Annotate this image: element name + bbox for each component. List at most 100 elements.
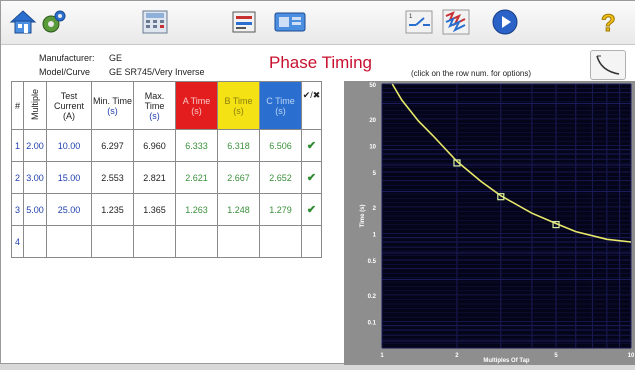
c-time-unit: (s) [275,105,286,116]
min-time-header-label: Min. Time [92,95,132,106]
col-header-c-time: C Time (s) [259,81,302,130]
a-time-cell: 1.263 [175,193,218,226]
test-current-cell[interactable]: 15.00 [46,161,92,194]
play-button[interactable] [490,7,520,37]
col-header-max-time: Max. Time (s) [133,81,176,130]
info-header: Manufacturer: GE Model/Curve GE SR745/Ve… [1,45,635,81]
table-row: 4 [11,225,322,258]
home-icon [9,10,37,34]
c-time-cell: 1.279 [259,193,302,226]
min-time-cell: 6.297 [91,129,134,162]
x-axis-label: Multiples Of Tap [483,358,530,364]
calculator-button[interactable] [139,7,171,37]
max-time-unit: (s) [149,110,160,121]
multiple-cell[interactable]: 2.00 [23,129,47,162]
home-button[interactable] [9,7,37,37]
relay-settings-button[interactable] [272,7,308,37]
table-row: 2 3.00 15.00 2.553 2.821 2.621 2.667 2.6… [11,161,322,194]
max-time-cell: 1.365 [133,193,176,226]
col-header-test-current: Test Current (A) [46,81,92,130]
y-tick-label: 0.1 [368,321,377,327]
max-time-cell: 6.960 [133,129,176,162]
c-time-header-label: C Time [266,95,295,106]
y-axis-label: Time (s) [360,205,366,228]
min-time-cell: 2.553 [91,161,134,194]
x-tick-label: 5 [554,353,558,359]
test-current-cell[interactable]: 10.00 [46,129,92,162]
play-icon [492,9,518,35]
test-current-header-label: Test Current [53,90,84,111]
waveform-button[interactable] [440,7,472,37]
test-point-marker [453,159,461,167]
table-header-row: # Multiple Test Current (A) Min. Time (s) … [11,81,322,130]
question-mark-icon: ? [601,10,617,37]
col-header-num: # [11,81,24,130]
gear-icon [42,10,66,33]
test-setup-button[interactable] [230,7,258,37]
row-number-button[interactable]: 4 [11,225,24,258]
max-time-cell: 2.821 [133,161,176,194]
manufacturer-value: GE [109,53,123,63]
col-header-a-time: A Time (s) [175,81,218,130]
multiple-cell[interactable] [23,225,47,258]
b-time-cell: 1.248 [217,193,260,226]
settings-button[interactable] [39,7,69,37]
row-number-button[interactable]: 3 [11,193,24,226]
a-time-unit: (s) [191,105,202,116]
time-current-chart: 50 20 10 5 2 1 0.5 0.2 0.1 1 2 5 10 Multiples Of Tap T… [360,83,635,364]
help-button[interactable]: ? [593,7,623,37]
pass-check-icon: ✔ [301,129,322,162]
col-header-check: ✔/✖ [301,81,322,130]
min-time-cell [91,225,134,258]
c-time-cell: 6.506 [259,129,302,162]
min-time-cell: 1.235 [91,193,134,226]
test-set-icon [232,11,256,33]
a-time-header-label: A Time [182,95,211,106]
y-tick-label: 2 [373,206,377,212]
y-tick-label: 0.5 [368,259,377,265]
time-current-chart-panel: 50 20 10 5 2 1 0.5 0.2 0.1 1 2 5 10 Multiples Of Tap T… [344,81,635,365]
col-header-multiple: Multiple [23,81,47,130]
table-row: 1 2.00 10.00 6.297 6.960 6.333 6.318 6.5… [11,129,322,162]
b-time-cell [217,225,260,258]
min-time-unit: (s) [107,105,118,116]
test-point-marker [497,193,505,201]
y-tick-label: 5 [373,171,377,177]
a-time-cell [175,225,218,258]
row-options-hint: (click on the row num. for options) [411,69,532,78]
multiple-cell[interactable]: 5.00 [23,193,47,226]
a-time-cell: 6.333 [175,129,218,162]
relay-icon [274,12,306,32]
multiple-cell[interactable]: 3.00 [23,161,47,194]
multiple-header-label: Multiple [30,88,40,120]
breaker-button[interactable]: 1 [405,7,433,37]
col-header-b-time: B Time (s) [217,81,260,130]
y-tick-label: 10 [369,145,376,151]
test-point-marker [552,220,560,229]
waveform-icon [442,9,470,35]
pass-check-icon: ✔ [301,193,322,226]
curve-view-button[interactable] [590,50,626,80]
x-tick-label: 10 [628,353,635,359]
x-tick-label: 1 [380,353,384,359]
a-time-cell: 2.621 [175,161,218,194]
b-time-header-label: B Time [224,95,253,106]
row-number-button[interactable]: 2 [11,161,24,194]
x-tick-label: 2 [455,353,459,359]
y-tick-label: 20 [369,118,376,124]
y-tick-label: 1 [373,233,377,239]
row-number-button[interactable]: 1 [11,129,24,162]
svg-text:1: 1 [409,14,413,20]
y-tick-label: 50 [369,83,376,89]
max-time-cell [133,225,176,258]
max-time-header-label: Max. Time [144,90,165,111]
test-current-unit: (A) [63,110,75,121]
y-tick-label: 0.2 [368,294,377,300]
test-current-cell[interactable]: 25.00 [46,193,92,226]
test-current-cell[interactable] [46,225,92,258]
page-title: Phase Timing [269,53,372,72]
c-time-cell: 2.652 [259,161,302,194]
col-header-min-time: Min. Time (s) [91,81,134,130]
model-value: GE SR745/Very Inverse [109,67,205,77]
